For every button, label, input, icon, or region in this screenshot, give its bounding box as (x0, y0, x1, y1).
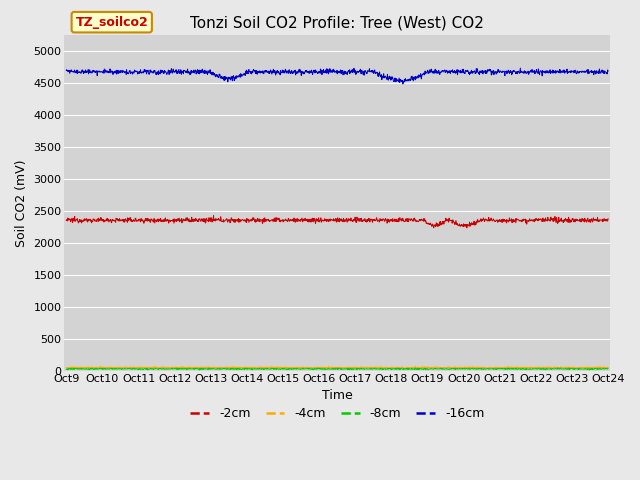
-2cm (463, 225, 470, 231)
-2cm (422, 218, 429, 224)
-16cm (492, 70, 500, 76)
-4cm (63, 365, 70, 371)
-16cm (541, 69, 548, 74)
-16cm (244, 69, 252, 74)
-2cm (210, 213, 218, 218)
-8cm (604, 365, 612, 371)
-4cm (170, 365, 178, 371)
-4cm (604, 365, 612, 371)
-16cm (422, 70, 429, 75)
-2cm (63, 217, 70, 223)
-4cm (493, 364, 500, 370)
-16cm (183, 68, 191, 74)
-8cm (540, 366, 547, 372)
Legend: -2cm, -4cm, -8cm, -16cm: -2cm, -4cm, -8cm, -16cm (186, 402, 490, 425)
-16cm (516, 65, 524, 71)
Line: -16cm: -16cm (67, 68, 608, 84)
-4cm (244, 365, 252, 371)
Y-axis label: Soil CO2 (mV): Soil CO2 (mV) (15, 159, 28, 247)
-8cm (421, 366, 429, 372)
-4cm (541, 364, 548, 370)
Line: -8cm: -8cm (67, 368, 608, 370)
-2cm (541, 216, 548, 222)
-8cm (554, 365, 562, 371)
-4cm (97, 363, 104, 369)
-8cm (183, 367, 191, 372)
-4cm (184, 365, 191, 371)
-2cm (170, 219, 177, 225)
Text: TZ_soilco2: TZ_soilco2 (76, 16, 148, 29)
-16cm (399, 81, 407, 87)
-2cm (244, 217, 252, 223)
Line: -4cm: -4cm (67, 366, 608, 369)
-16cm (604, 68, 612, 74)
-16cm (170, 69, 177, 74)
Line: -2cm: -2cm (67, 216, 608, 228)
-2cm (493, 217, 500, 223)
-2cm (183, 217, 191, 223)
-16cm (63, 67, 70, 73)
-8cm (244, 366, 252, 372)
-8cm (586, 367, 593, 373)
Title: Tonzi Soil CO2 Profile: Tree (West) CO2: Tonzi Soil CO2 Profile: Tree (West) CO2 (191, 15, 484, 30)
X-axis label: Time: Time (322, 389, 353, 402)
-8cm (63, 367, 70, 372)
-8cm (170, 366, 177, 372)
-4cm (124, 366, 132, 372)
-8cm (492, 366, 500, 372)
-2cm (604, 216, 612, 222)
-4cm (422, 365, 429, 371)
